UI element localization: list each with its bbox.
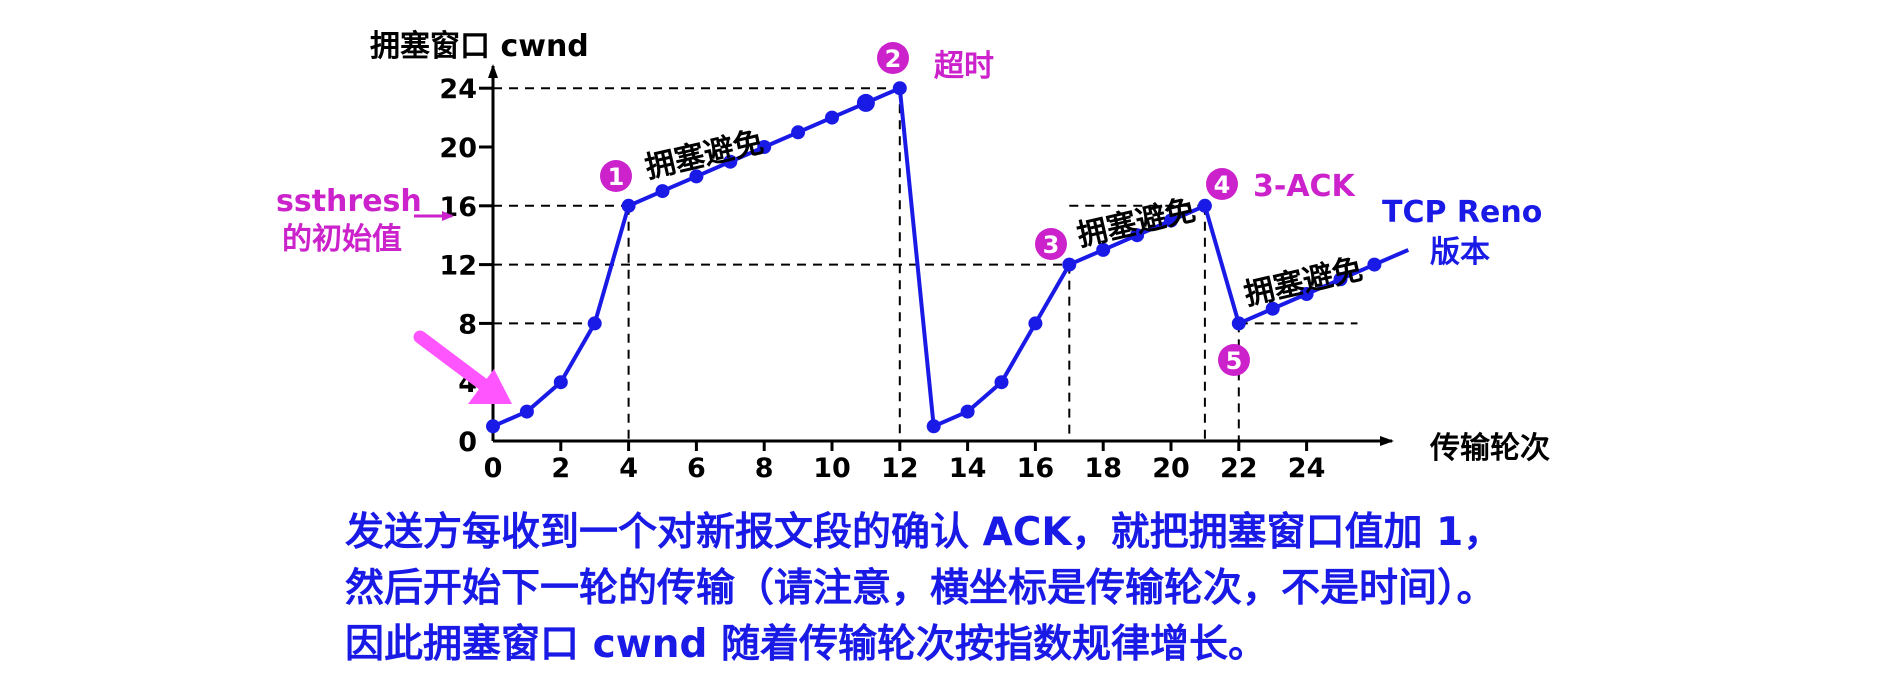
data-point xyxy=(1062,257,1077,272)
data-point xyxy=(621,198,636,213)
data-point xyxy=(791,125,806,140)
data-point xyxy=(1299,287,1314,301)
data-point xyxy=(1265,301,1280,316)
guide-lines xyxy=(493,87,1358,441)
avoid-label-1: 拥塞避免 xyxy=(642,125,767,186)
y-axis-label: 拥塞窗口 cwnd xyxy=(370,29,589,64)
data-point xyxy=(587,316,602,331)
data-point xyxy=(1096,242,1111,257)
x-tick-label-22: 22 xyxy=(1220,453,1258,484)
data-point xyxy=(892,81,907,96)
data-point xyxy=(1130,228,1145,243)
data-point xyxy=(486,419,500,434)
ssthresh-label-2: 的初始值 xyxy=(282,222,402,257)
start-arrow-head xyxy=(468,369,512,404)
x-tick-label-24: 24 xyxy=(1288,453,1326,484)
x-tick-label-6: 6 xyxy=(687,453,706,484)
data-point xyxy=(723,154,738,169)
marker-circle-3 xyxy=(1035,228,1067,260)
data-point xyxy=(757,140,772,154)
data-point xyxy=(655,184,670,199)
segment-line-1 xyxy=(897,88,936,427)
x-tick-label-4: 4 xyxy=(619,453,638,484)
y-tick-label-20: 20 xyxy=(439,133,477,164)
y-tick-label-24: 24 xyxy=(439,74,477,105)
step-markers: 1 2 3 4 5 xyxy=(600,42,1250,376)
series-lines xyxy=(492,86,1410,429)
x-tick-label-8: 8 xyxy=(755,453,774,484)
timeout-label: 超时 xyxy=(934,49,994,84)
caption-line-1: 发送方每收到一个对新报文段的确认 ACK，就把拥塞窗口值加 1， xyxy=(345,510,1503,555)
data-points xyxy=(486,81,1382,434)
reno-label: TCP Reno xyxy=(1382,195,1542,230)
x-tick-label-0: 0 xyxy=(484,453,503,484)
three-ack-label: 3-ACK xyxy=(1253,169,1357,204)
marker-label-2: 2 xyxy=(885,45,902,73)
marker-label-3: 3 xyxy=(1043,231,1060,259)
reno-label-2: 版本 xyxy=(1430,235,1490,270)
ssthresh-label: ssthresh xyxy=(276,184,422,219)
data-point xyxy=(1028,316,1043,331)
data-point xyxy=(825,110,839,125)
x-tick-label-12: 12 xyxy=(881,453,919,484)
segment-line-3 xyxy=(1202,205,1241,324)
data-point xyxy=(1367,257,1382,272)
data-point xyxy=(519,404,534,419)
data-point xyxy=(1333,272,1348,287)
data-point xyxy=(994,375,1009,390)
data-point xyxy=(553,375,568,390)
data-point xyxy=(856,93,875,112)
x-tick-label-2: 2 xyxy=(551,453,570,484)
marker-label-1: 1 xyxy=(608,163,625,191)
x-tick-label-16: 16 xyxy=(1017,453,1055,484)
marker-label-4: 4 xyxy=(1214,171,1231,199)
y-tick-label-12: 12 xyxy=(439,251,477,282)
y-tick-label-16: 16 xyxy=(439,192,477,223)
avoid-label-3: 拥塞避免 xyxy=(1241,252,1366,313)
data-point xyxy=(1164,213,1178,228)
data-point xyxy=(1231,316,1246,331)
data-point xyxy=(689,169,704,184)
marker-circle-4 xyxy=(1206,168,1238,200)
x-axis-label: 传输轮次 xyxy=(1429,431,1550,466)
data-point xyxy=(1197,198,1212,213)
data-point xyxy=(926,419,941,434)
marker-circle-2 xyxy=(877,42,909,74)
x-tick-label-10: 10 xyxy=(813,453,851,484)
caption: 发送方每收到一个对新报文段的确认 ACK，就把拥塞窗口值加 1， 然后开始下一轮… xyxy=(345,505,1825,673)
y-tick-label-8: 8 xyxy=(458,309,477,340)
marker-label-5: 5 xyxy=(1226,347,1243,375)
x-tick-label-18: 18 xyxy=(1084,453,1122,484)
data-point xyxy=(960,404,975,419)
x-tick-label-14: 14 xyxy=(949,453,987,484)
caption-line-2: 然后开始下一轮的传输（请注意，横坐标是传输轮次，不是时间）。 xyxy=(345,566,1496,611)
avoid-label-2: 拥塞避免 xyxy=(1074,193,1199,254)
x-tick-label-20: 20 xyxy=(1152,453,1190,484)
caption-line-3: 因此拥塞窗口 cwnd 随着传输轮次按指数规律增长。 xyxy=(345,622,1267,667)
y-tick-label-0: 0 xyxy=(458,427,477,458)
marker-circle-5 xyxy=(1218,344,1250,376)
start-arrow-shaft xyxy=(413,330,495,395)
marker-circle-1 xyxy=(600,160,632,192)
